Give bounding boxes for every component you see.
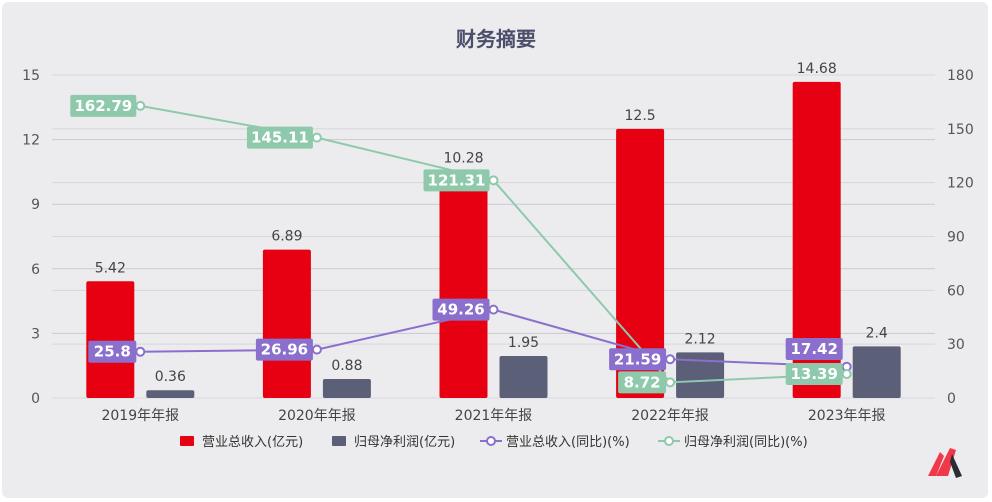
legend-item: 归母净利润(亿元) — [354, 435, 455, 450]
bar-revenue — [616, 128, 665, 398]
line-point — [488, 304, 499, 315]
line-point — [311, 132, 322, 143]
bar-revenue — [262, 249, 311, 398]
bar-revenue — [792, 81, 841, 399]
data-label: 21.59 — [614, 350, 661, 368]
x-tick: 2023年年报 — [808, 408, 886, 424]
y-right-tick: 90 — [947, 230, 965, 246]
bar-label: 1.95 — [508, 335, 539, 351]
data-label-bg — [609, 348, 667, 371]
data-label-bg — [255, 338, 313, 361]
legend-swatch — [180, 436, 194, 446]
data-label-bg — [785, 362, 843, 385]
x-tick: 2021年年报 — [455, 408, 533, 424]
data-label: 8.72 — [624, 373, 661, 391]
y-left-tick: 3 — [31, 326, 40, 342]
legend-item: 营业总收入(亿元) — [202, 435, 303, 450]
x-tick: 2019年年报 — [101, 408, 179, 424]
data-label-bg — [785, 337, 843, 360]
line-profit-yoy — [140, 104, 847, 384]
bar-label: 10.28 — [443, 150, 483, 166]
bar-label: 0.88 — [331, 358, 362, 374]
data-label-bg — [432, 298, 490, 321]
y-right-tick: 150 — [947, 122, 974, 138]
data-label-bg — [246, 126, 313, 149]
bar-label: 2.4 — [866, 325, 888, 341]
legend-item: 营业总收入(同比)(%) — [506, 435, 630, 450]
bar-revenue — [86, 281, 135, 398]
y-right-tick: 180 — [947, 68, 974, 84]
bar-net-profit — [146, 390, 195, 398]
data-label: 17.42 — [790, 340, 837, 358]
y-left-tick: 6 — [31, 262, 40, 278]
chart-title: 财务摘要 — [456, 27, 536, 51]
legend-swatch — [664, 436, 674, 446]
data-label: 26.96 — [261, 341, 308, 359]
data-label-bg — [88, 340, 137, 363]
data-label: 13.39 — [790, 365, 837, 383]
y-right-tick: 120 — [947, 176, 974, 192]
bar-net-profit — [499, 356, 548, 398]
data-label-bg — [70, 94, 137, 117]
data-label: 49.26 — [437, 301, 484, 319]
y-left-tick: 12 — [22, 133, 40, 149]
bar-label: 0.36 — [155, 369, 186, 385]
bar-net-profit — [852, 346, 901, 398]
line-point — [665, 377, 676, 388]
legend-swatch — [332, 436, 346, 446]
data-label: 145.11 — [251, 129, 309, 147]
y-right-tick: 0 — [947, 391, 956, 407]
bar-revenue — [439, 176, 488, 398]
bar-net-profit — [676, 352, 725, 398]
line-point — [841, 368, 852, 379]
data-label: 25.8 — [94, 343, 131, 361]
legend-item: 归母净利润(同比)(%) — [684, 435, 808, 450]
line-point — [488, 175, 499, 186]
line-revenue-yoy — [140, 308, 847, 368]
line-point — [311, 344, 322, 355]
bar-label: 6.89 — [271, 229, 302, 245]
data-label-bg — [423, 169, 490, 192]
data-label-bg — [618, 371, 667, 394]
line-point — [135, 346, 146, 357]
y-left-tick: 9 — [31, 197, 40, 213]
line-point — [135, 100, 146, 111]
bar-label: 2.12 — [685, 331, 716, 347]
data-label: 162.79 — [74, 97, 132, 115]
logo-icon — [928, 448, 962, 478]
bar-label: 5.42 — [95, 260, 126, 276]
y-left-tick: 15 — [22, 68, 40, 84]
y-right-tick: 30 — [947, 337, 965, 353]
legend-swatch — [486, 436, 496, 446]
line-point — [665, 354, 676, 365]
y-left-tick: 0 — [31, 391, 40, 407]
data-label: 121.31 — [428, 171, 486, 189]
x-tick: 2020年年报 — [278, 408, 356, 424]
bar-label: 12.5 — [625, 108, 656, 124]
bar-label: 14.68 — [797, 61, 837, 77]
bar-net-profit — [322, 379, 371, 398]
y-right-tick: 60 — [947, 283, 965, 299]
x-tick: 2022年年报 — [631, 408, 709, 424]
